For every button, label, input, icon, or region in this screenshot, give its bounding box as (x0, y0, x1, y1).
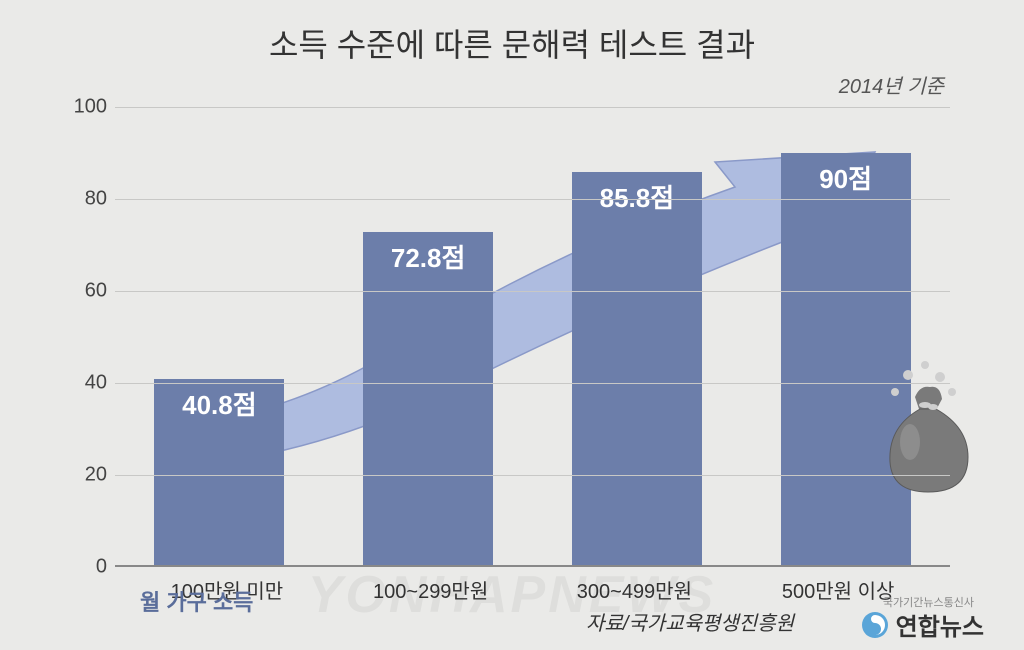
chart-subtitle: 2014년 기준 (50, 70, 974, 99)
y-axis: 020406080100 (60, 107, 115, 567)
chart-container: 소득 수준에 따른 문해력 테스트 결과 2014년 기준 0 20 40 60 80 1… (0, 0, 1024, 650)
bar: 85.8점 (572, 172, 702, 567)
bar: 40.8점 (154, 379, 284, 567)
y-tick: 60 (85, 280, 107, 303)
grid-line (115, 107, 950, 108)
bar-rect: 90점 (781, 153, 911, 567)
grid-line (115, 199, 950, 200)
bar: 90점 (781, 153, 911, 567)
chart-title: 소득 수준에 따른 문해력 테스트 결과 (50, 20, 974, 66)
bars-group: 40.8점 72.8점 85.8점 90점 (115, 107, 950, 567)
y-tick: 100 (74, 96, 107, 119)
bar-rect: 40.8점 (154, 379, 284, 567)
x-label: 100~299만원 (336, 575, 526, 604)
bar-value-label: 85.8점 (600, 178, 675, 215)
x-baseline (115, 565, 950, 567)
y-tick: 80 (85, 188, 107, 211)
grid-line (115, 291, 950, 292)
bar-rect: 72.8점 (363, 232, 493, 567)
x-label: 300~499만원 (539, 575, 729, 604)
bar-value-label: 90점 (819, 159, 872, 196)
bar-rect: 85.8점 (572, 172, 702, 567)
publisher-logo: 연합뉴스 (860, 607, 984, 642)
grid-line (115, 475, 950, 476)
grid-line (115, 383, 950, 384)
bar-value-label: 72.8점 (391, 238, 466, 275)
y-tick: 0 (96, 556, 107, 579)
y-tick: 20 (85, 464, 107, 487)
logo-mark-icon (860, 610, 890, 640)
y-tick: 40 (85, 372, 107, 395)
logo-text: 연합뉴스 (896, 607, 984, 642)
x-axis-description: 월 가구 소득 (140, 585, 253, 617)
source-text: 자료/국가교육평생진흥원 (586, 607, 794, 636)
bar: 72.8점 (363, 232, 493, 567)
plot-area: 020406080100 40.8점72.8점85.8점90점 (60, 107, 980, 567)
bar-value-label: 40.8점 (182, 385, 257, 422)
